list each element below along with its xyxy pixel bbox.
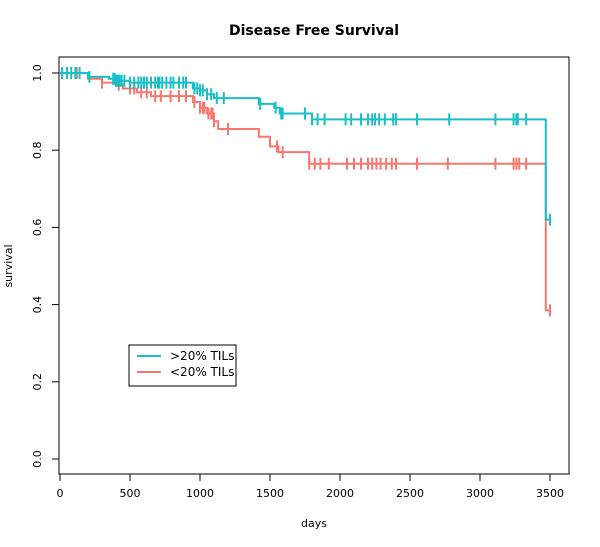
series-layer: [60, 67, 551, 317]
survival-curve-series-0: [60, 72, 550, 221]
x-tick-label: 500: [120, 487, 141, 500]
x-tick-label: 1000: [186, 487, 214, 500]
plot-frame: [58, 56, 570, 475]
chart-title: Disease Free Survival: [229, 23, 399, 39]
series-0: [60, 67, 551, 226]
y-axis: 0.0 0.2 0.4 0.6 0.8 1.0: [31, 64, 59, 468]
legend-box: [128, 344, 237, 387]
y-axis-label: survival: [2, 244, 15, 287]
y-tick-label: 0.6: [31, 219, 44, 237]
y-tick-label: 0.8: [31, 141, 44, 159]
series-1: [60, 67, 551, 317]
y-tick-label: 0.2: [31, 373, 44, 391]
x-tick-label: 2000: [326, 487, 354, 500]
x-axis: 0 500 1000 1500 2000 2500 3000 3500: [57, 474, 564, 500]
x-tick-label: 0: [57, 487, 64, 500]
y-tick-label: 0.0: [31, 450, 44, 468]
legend: >20% TILs <20% TILs: [128, 344, 237, 387]
y-tick-label: 0.4: [31, 296, 44, 314]
x-tick-label: 3500: [536, 487, 564, 500]
legend-label-series-0: >20% TILs: [170, 349, 234, 363]
y-tick-label: 1.0: [31, 64, 44, 82]
x-tick-label: 3000: [466, 487, 494, 500]
x-tick-label: 2500: [396, 487, 424, 500]
x-tick-label: 1500: [256, 487, 284, 500]
x-axis-label: days: [301, 517, 327, 530]
legend-label-series-1: <20% TILs: [170, 365, 234, 379]
